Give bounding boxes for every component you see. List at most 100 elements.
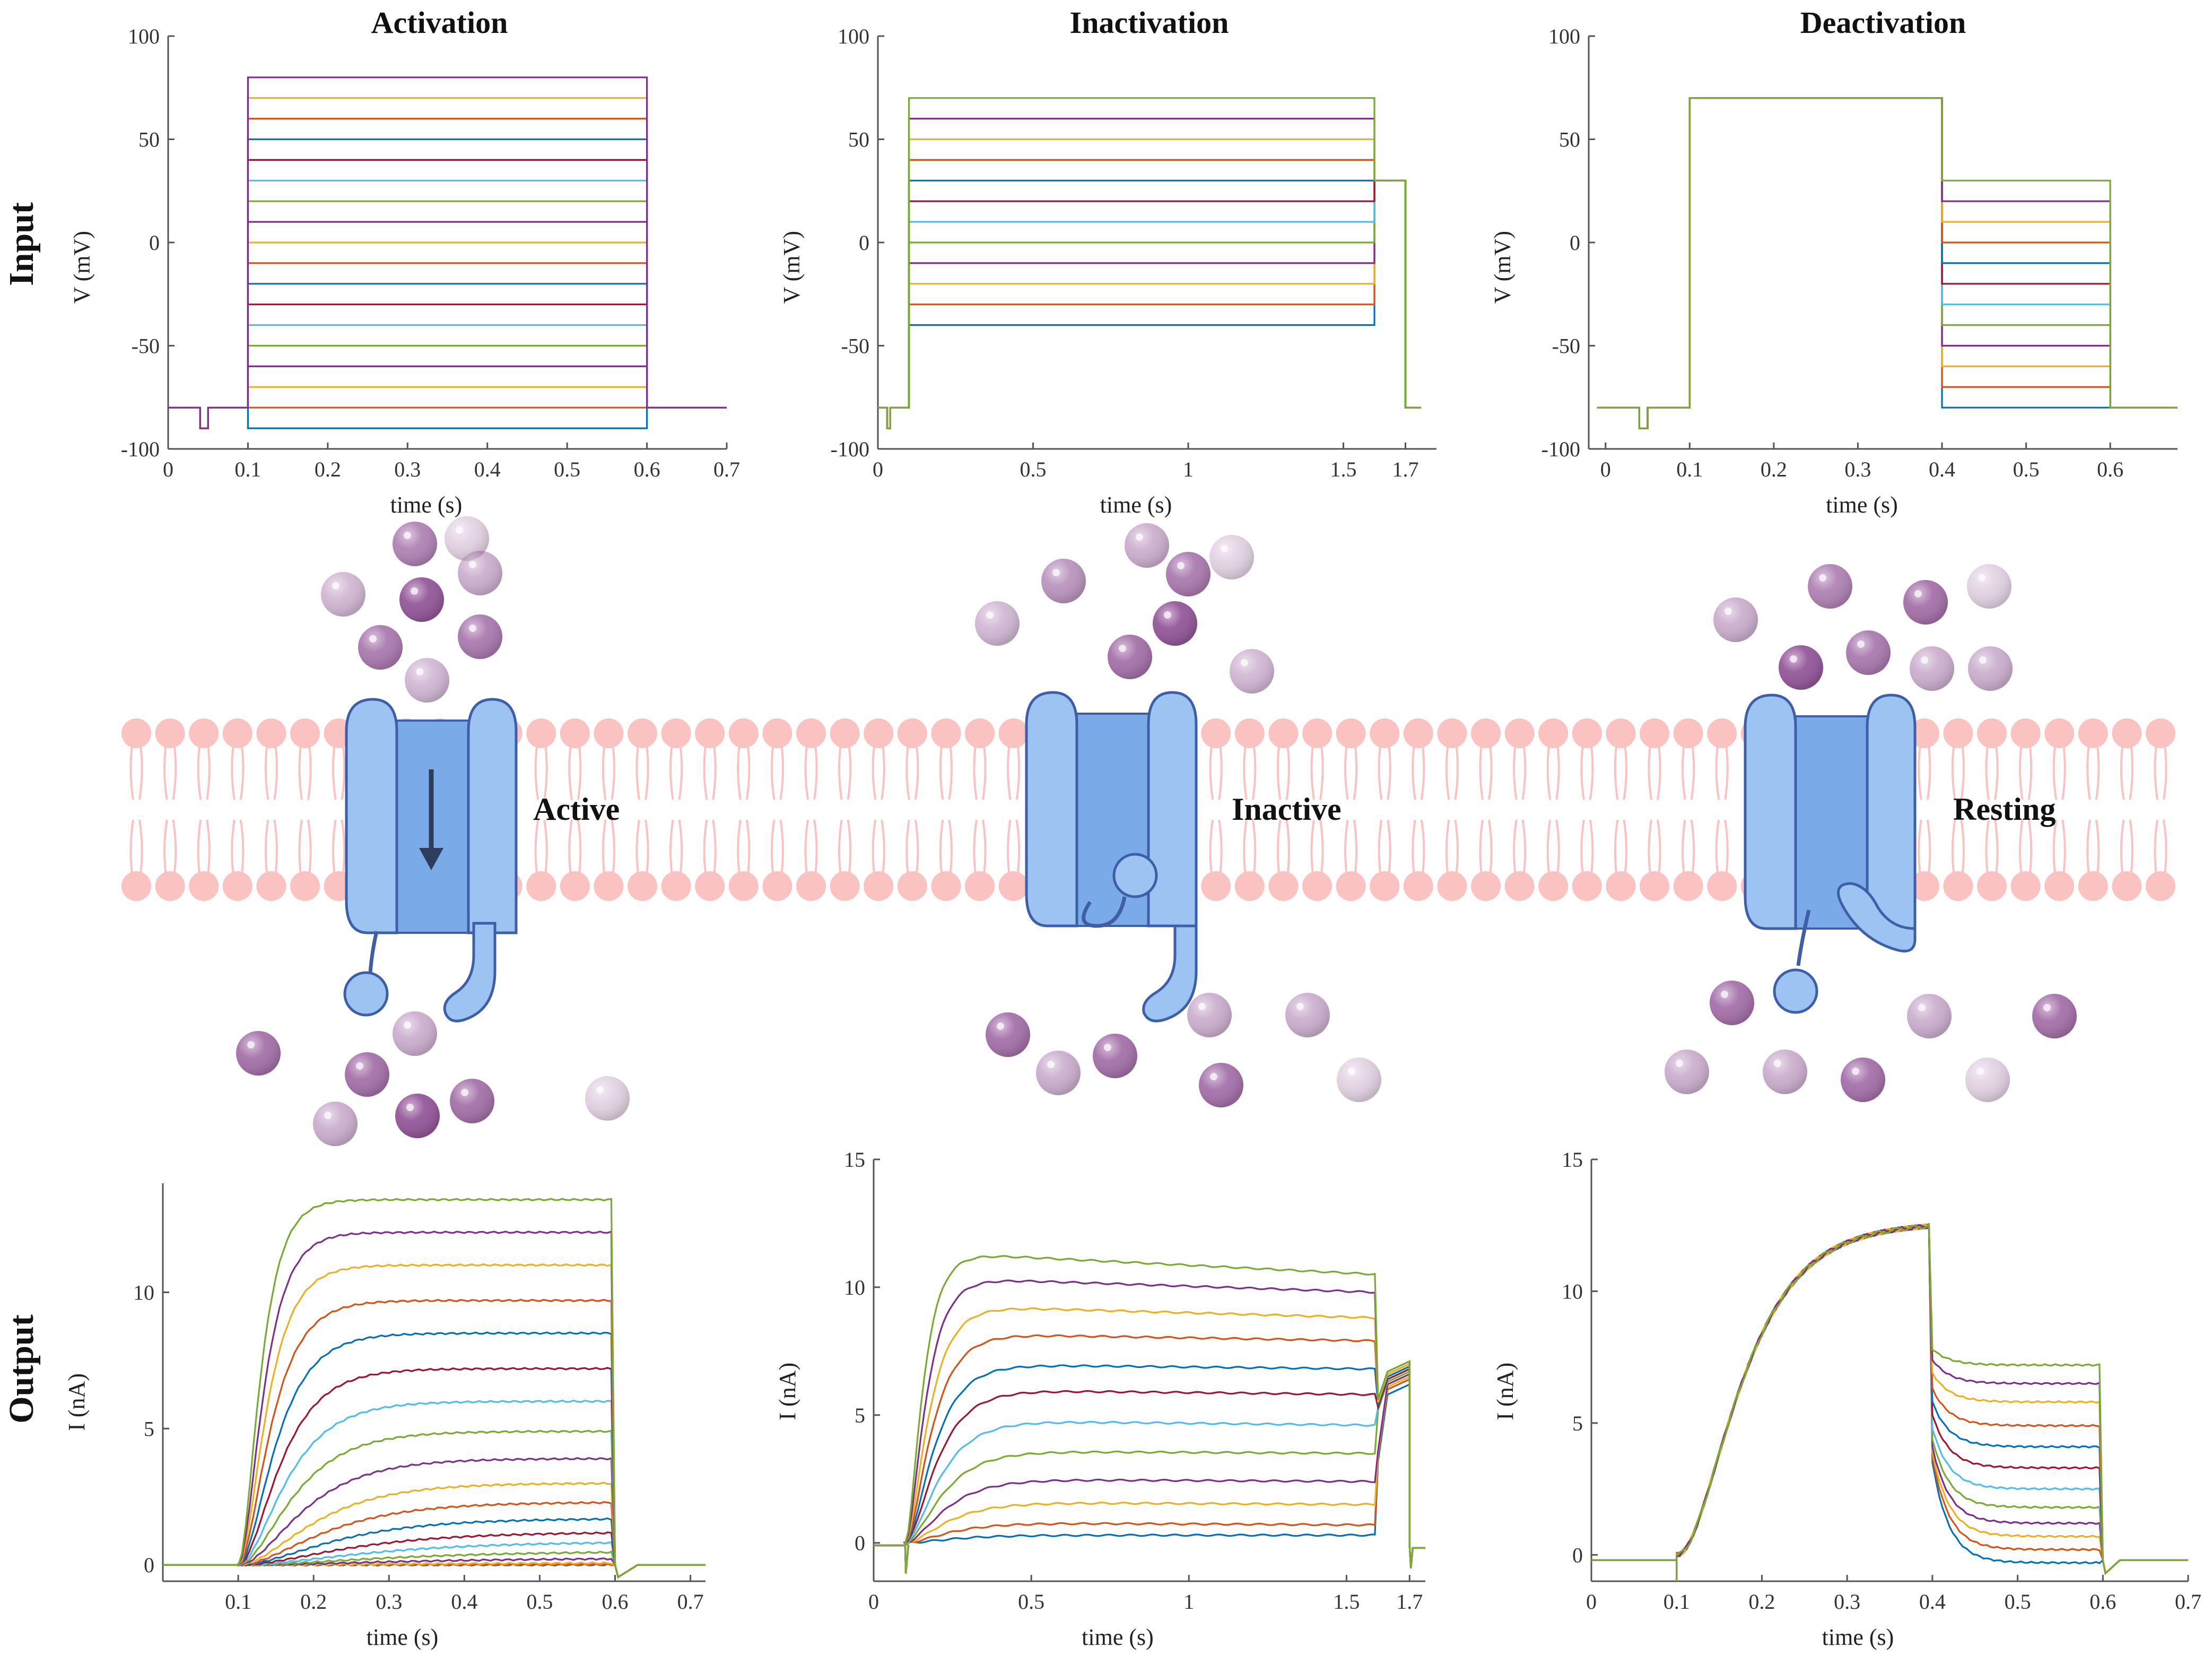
y-tick-label: 5 bbox=[144, 1417, 154, 1441]
lipid-tail bbox=[264, 744, 278, 800]
ion-sphere-icon bbox=[1779, 645, 1823, 690]
ion-sphere-icon bbox=[358, 625, 403, 670]
lipid-tail bbox=[332, 819, 346, 875]
lipid-tail bbox=[1648, 819, 1661, 875]
x-tick-label: 0.5 bbox=[1018, 1590, 1044, 1614]
state-label-active: Active bbox=[533, 792, 620, 827]
lipid-tail bbox=[1546, 744, 1560, 800]
lipid-head bbox=[1909, 871, 1939, 901]
lipid-head bbox=[965, 718, 995, 748]
ion-flow-arrow-icon bbox=[419, 769, 443, 870]
lipid-head bbox=[256, 871, 286, 901]
lipid-head bbox=[1943, 871, 1973, 901]
current-trace bbox=[874, 1334, 1425, 1574]
lipid-head bbox=[1606, 718, 1636, 748]
lipid-tail bbox=[1614, 819, 1627, 875]
x-tick-label: 0.6 bbox=[2097, 457, 2123, 481]
ion-sphere-icon bbox=[236, 1031, 281, 1076]
lipid-head bbox=[1943, 718, 1973, 748]
lipid-head bbox=[864, 718, 894, 748]
lipid-tail bbox=[770, 744, 784, 800]
lipid-head bbox=[121, 718, 151, 748]
ion-sphere-icon bbox=[1841, 1058, 1885, 1102]
ion-sphere-icon bbox=[585, 1076, 630, 1121]
lipid-tail bbox=[1209, 744, 1223, 800]
x-tick-label: 0 bbox=[1586, 1590, 1597, 1614]
lipid-tail bbox=[635, 744, 649, 800]
lipid-tail bbox=[298, 744, 312, 800]
x-tick-label: 0.2 bbox=[315, 457, 341, 481]
current-trace bbox=[163, 1550, 706, 1579]
lipid-head bbox=[155, 871, 185, 901]
lipid-tail bbox=[1344, 744, 1358, 800]
lipid-head bbox=[1437, 718, 1467, 748]
channel-resting bbox=[1744, 694, 1917, 1014]
ion-sphere-icon bbox=[1903, 580, 1948, 625]
lipid-head bbox=[1707, 718, 1737, 748]
lipid-head bbox=[560, 718, 590, 748]
lipid-head bbox=[1504, 871, 1535, 901]
y-tick-label: 0 bbox=[859, 231, 869, 255]
current-trace bbox=[1591, 1224, 2188, 1581]
lipid-tail bbox=[1682, 744, 1695, 800]
ion-sphere-icon bbox=[1036, 1051, 1081, 1095]
x-tick-label: 0 bbox=[1600, 457, 1611, 481]
x-tick-label: 0.3 bbox=[1834, 1590, 1860, 1614]
lipid-head bbox=[290, 871, 320, 901]
y-tick-label: 15 bbox=[1562, 1148, 1583, 1172]
x-tick-label: 0 bbox=[873, 457, 883, 481]
lipid-tail bbox=[1918, 819, 1931, 875]
lipid-tail bbox=[1580, 744, 1594, 800]
ions-layer bbox=[236, 516, 2077, 1146]
lipid-head bbox=[1572, 718, 1602, 748]
x-tick-label: 0.3 bbox=[394, 457, 421, 481]
lipid-tail bbox=[939, 744, 953, 800]
lipid-tail bbox=[2019, 744, 2033, 800]
lipid-tail bbox=[534, 819, 548, 875]
lipid-head bbox=[1234, 718, 1265, 748]
lipid-tail bbox=[1918, 744, 1931, 800]
ion-sphere-icon bbox=[405, 658, 449, 703]
ion-sphere-icon bbox=[393, 522, 437, 566]
ion-sphere-icon bbox=[1665, 1050, 1709, 1094]
cell-membrane bbox=[121, 718, 2175, 901]
lipid-tail bbox=[804, 744, 818, 800]
lipid-head bbox=[1403, 871, 1433, 901]
ion-sphere-icon bbox=[1910, 646, 1954, 691]
lipid-head bbox=[897, 718, 927, 748]
current-trace bbox=[1591, 1224, 2188, 1581]
lipid-head bbox=[1234, 871, 1265, 901]
lipid-tail bbox=[939, 819, 953, 875]
x-axis-label: time (s) bbox=[390, 492, 463, 518]
lipid-head bbox=[1977, 871, 2007, 901]
voltage-step-trace bbox=[168, 159, 727, 429]
current-trace bbox=[874, 1370, 1425, 1574]
lipid-tail bbox=[669, 819, 683, 875]
lipid-head bbox=[931, 871, 961, 901]
y-axis-label: V (mV) bbox=[779, 231, 805, 304]
ion-sphere-icon bbox=[1187, 993, 1232, 1037]
current-trace bbox=[163, 1263, 706, 1579]
lipid-head bbox=[1437, 871, 1467, 901]
current-trace bbox=[163, 1457, 706, 1579]
y-tick-label: 50 bbox=[138, 128, 160, 152]
lipid-tail bbox=[737, 819, 751, 875]
ion-sphere-icon bbox=[1337, 1058, 1381, 1102]
lipid-head bbox=[2044, 871, 2075, 901]
voltage-step-trace bbox=[168, 406, 727, 429]
voltage-step-trace bbox=[878, 118, 1421, 429]
current-trace bbox=[1591, 1224, 2188, 1581]
current-trace bbox=[874, 1375, 1425, 1574]
x-tick-label: 0.6 bbox=[2089, 1590, 2116, 1614]
chart-act-output: 0.1 0.2 0.3 0.4 0.5 0.6 0.7 0 5 10 time (s) I (nA) bbox=[64, 1183, 706, 1650]
lipid-head bbox=[1572, 871, 1602, 901]
lipid-tail bbox=[2120, 819, 2133, 875]
lipid-head bbox=[2010, 718, 2041, 748]
ion-channels bbox=[343, 691, 1917, 1022]
x-axis-label: time (s) bbox=[1100, 492, 1172, 518]
lipid-tail bbox=[1715, 744, 1729, 800]
x-tick-label: 0.3 bbox=[376, 1590, 402, 1614]
voltage-step-trace bbox=[168, 76, 727, 429]
x-tick-label: 0.5 bbox=[526, 1590, 553, 1614]
